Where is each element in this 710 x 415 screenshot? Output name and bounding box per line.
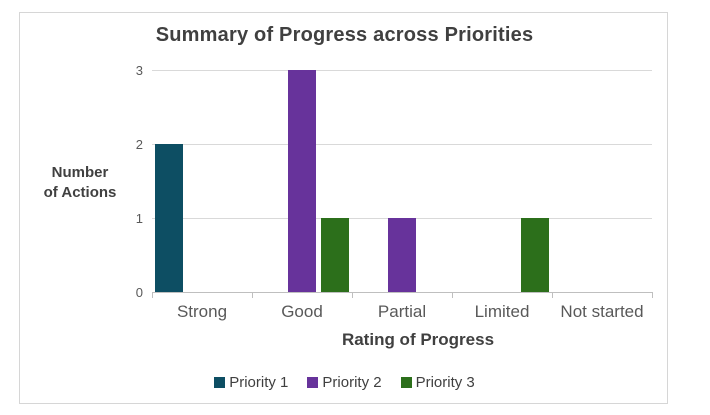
legend-item-priority-3: Priority 3 <box>400 374 475 391</box>
chart-frame <box>19 12 668 404</box>
y-axis-title: Number of Actions <box>22 163 138 203</box>
y-axis-title-line-1: Number <box>51 164 109 181</box>
chart-title: Summary of Progress across Priorities <box>155 24 534 46</box>
x-axis-title: Rating of Progress <box>341 330 495 349</box>
legend-swatch-icon <box>400 377 412 388</box>
legend-label: Priority 2 <box>322 374 382 391</box>
legend-item-priority-1: Priority 1 <box>214 374 288 391</box>
legend-label: Priority 3 <box>415 374 475 391</box>
legend-label: Priority 1 <box>229 374 289 391</box>
y-axis-title-line-2: of Actions <box>43 184 117 201</box>
legend-swatch-icon <box>307 377 319 388</box>
legend: Priority 1 Priority 2 Priority 3 <box>20 374 669 391</box>
legend-item-priority-2: Priority 2 <box>307 374 382 391</box>
legend-swatch-icon <box>214 377 226 388</box>
